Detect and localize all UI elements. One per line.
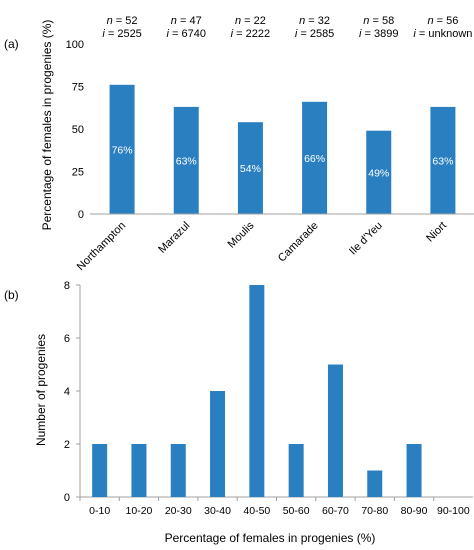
x-tick-label-a-3: Camarade (276, 220, 321, 265)
bar-a-5 (430, 106, 456, 214)
x-axis-ticks-b: 0-10 10-20 20-30 30-40 40-50 50-60 60-70 70-80 8… (79, 497, 470, 517)
bar-a-2 (237, 122, 263, 214)
x-tick-label-b-3: 30-40 (204, 505, 231, 517)
y-tick-label-b: 2 (64, 439, 70, 451)
x-tick-label-b-1: 10-20 (126, 505, 153, 517)
panel-label-b: (b) (4, 288, 19, 302)
bar-headers-a: n = 52i = 2525 n = 47i = 6740 n = 22i = 22… (102, 15, 472, 40)
data-label-a-4: 49% (368, 167, 389, 179)
y-tick-label-b: 6 (64, 333, 70, 345)
header-i-4: i = 3899 (359, 28, 398, 40)
header-n-3: n = 32 (299, 15, 330, 27)
bar-b-1 (131, 444, 147, 497)
y-axis-ticks-b: 0 2 4 6 8 (64, 280, 80, 504)
data-label-a-2: 54% (240, 163, 261, 175)
x-tick-label-b-7: 70-80 (361, 505, 388, 517)
x-axis-ticks-a: Northampton Marazul Moulis Camarade Ile d'Ye… (75, 219, 449, 273)
y-tick-label-a: 0 (78, 209, 84, 221)
bars-a (109, 84, 456, 214)
header-n-0: n = 52 (107, 15, 138, 27)
data-label-a-5: 63% (432, 155, 453, 167)
header-n-4: n = 58 (363, 15, 394, 27)
bar-b-7 (367, 470, 383, 497)
y-tick-label-b: 4 (64, 386, 70, 398)
bar-a-0 (109, 84, 135, 214)
header-n-1: n = 47 (171, 15, 202, 27)
bar-a-1 (173, 106, 199, 214)
x-tick-label-b-5: 50-60 (283, 505, 310, 517)
y-tick-label-a: 100 (66, 39, 84, 51)
x-tick-label-b-4: 40-50 (243, 505, 270, 517)
bar-b-0 (92, 444, 108, 497)
x-tick-label-b-2: 20-30 (165, 505, 192, 517)
y-tick-label-b: 0 (64, 492, 70, 504)
header-i-1: i = 6740 (167, 28, 206, 40)
bar-b-2 (170, 444, 186, 497)
bar-a-4 (366, 130, 392, 214)
header-i-2: i = 2222 (231, 28, 270, 40)
header-i-0: i = 2525 (102, 28, 141, 40)
x-tick-label-b-6: 60-70 (322, 505, 349, 517)
x-tick-label-a-0: Northampton (75, 220, 128, 273)
y-axis-title-a: Percentage of females in progenies (%) (40, 20, 54, 231)
x-axis-title-b: Percentage of females in progenies (%) (165, 531, 376, 545)
y-tick-label-b: 8 (64, 280, 70, 292)
panel-a: (a) Percentage of females in progenies (… (4, 15, 474, 273)
bars-b (92, 285, 422, 497)
bar-a-3 (302, 101, 328, 214)
y-axis-title-b: Number of progenies (34, 334, 48, 446)
y-tick-label-a: 25 (72, 167, 84, 179)
y-tick-label-a: 75 (72, 82, 84, 94)
header-i-3: i = 2585 (295, 28, 334, 40)
panel-label-a: (a) (4, 37, 19, 51)
x-tick-label-b-0: 0-10 (89, 505, 110, 517)
header-i-5: i = unknown (413, 28, 472, 40)
header-n-5: n = 56 (427, 15, 458, 27)
data-label-a-3: 66% (304, 153, 325, 165)
bar-b-5 (288, 444, 304, 497)
y-tick-label-a: 50 (72, 124, 84, 136)
data-label-a-1: 63% (176, 155, 197, 167)
panel-b: (b) Number of progenies 0 2 4 6 8 0-10 10-20 2… (4, 280, 473, 545)
data-label-a-0: 76% (112, 144, 133, 156)
x-tick-label-a-4: Ile d'Yeu (347, 220, 385, 258)
x-tick-label-b-8: 80-90 (401, 505, 428, 517)
bar-b-4 (249, 285, 265, 497)
bar-b-8 (406, 444, 422, 497)
x-tick-label-a-1: Marazul (156, 220, 192, 256)
x-tick-label-a-5: Niort (424, 220, 449, 245)
bar-b-3 (210, 391, 226, 497)
x-tick-label-b-9: 90-100 (437, 505, 470, 517)
bar-b-6 (327, 364, 343, 497)
y-axis-ticks-a: 0 25 50 75 100 (66, 39, 84, 221)
data-labels-a: 76% 63% 54% 66% 49% 63% (112, 144, 454, 179)
header-n-2: n = 22 (235, 15, 266, 27)
x-tick-label-a-2: Moulis (226, 219, 257, 250)
